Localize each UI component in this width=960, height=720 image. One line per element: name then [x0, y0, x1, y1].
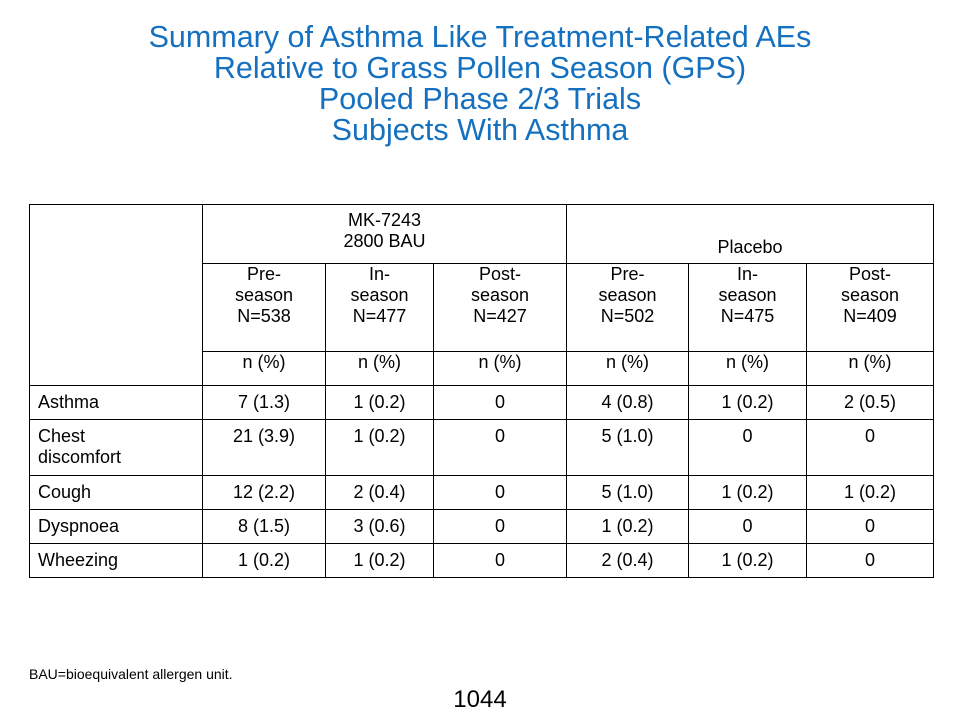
table-row-asthma: Asthma 7 (1.3) 1 (0.2) 0 4 (0.8) 1 (0.2)… — [29, 385, 935, 420]
value-cell: 8 (1.5) — [202, 509, 326, 544]
value-cell: 0 — [805, 419, 935, 476]
value-cell: 0 — [433, 543, 567, 578]
period-n: N=502 — [600, 306, 655, 326]
value-cell: 1 (0.2) — [325, 419, 434, 476]
value-cell: 4 (0.8) — [566, 385, 689, 420]
period-header-cell: Pre-season N=538 — [202, 263, 326, 352]
row-term: Asthma — [29, 385, 203, 420]
period-n: N=427 — [473, 306, 527, 326]
period-label: season — [840, 285, 900, 305]
value-cell: 1 (0.2) — [566, 509, 689, 544]
row-term: Dyspnoea — [29, 509, 203, 544]
stat-label-cell: n (%) — [433, 351, 567, 386]
value-cell: 2 (0.4) — [566, 543, 689, 578]
period-label: Post- — [849, 264, 892, 284]
period-header-row: Pre-season N=538 In-season N=477 Post-seas… — [30, 263, 935, 352]
period-n: N=538 — [237, 306, 291, 326]
value-cell: 1 (0.2) — [325, 385, 434, 420]
title-line: Pooled Phase 2/3 Trials — [318, 82, 642, 116]
stat-label-cell: n (%) — [566, 351, 689, 386]
value-cell: 21 (3.9) — [202, 419, 326, 476]
stat-label-cell: n (%) — [325, 351, 434, 386]
value-cell: 1 (0.2) — [202, 543, 326, 578]
period-label: In- — [368, 264, 390, 284]
value-cell: 1 (0.2) — [688, 475, 807, 510]
page-number: 1044 — [453, 686, 507, 713]
value-cell: 0 — [433, 509, 567, 544]
value-cell: 1 (0.2) — [805, 475, 935, 510]
period-n: N=409 — [843, 306, 897, 326]
period-label: In- — [736, 264, 758, 284]
period-header-cell: Post-season N=409 — [805, 263, 935, 352]
title-line: Relative to Grass Pollen Season (GPS) — [213, 51, 747, 85]
value-cell: 1 (0.2) — [688, 543, 807, 578]
stat-label-cell: n (%) — [202, 351, 326, 386]
value-cell: 5 (1.0) — [566, 475, 689, 510]
value-cell: 0 — [433, 475, 567, 510]
title-line: Subjects With Asthma — [331, 113, 629, 147]
value-cell: 0 — [805, 509, 935, 544]
value-cell: 2 (0.4) — [325, 475, 434, 510]
value-cell: 5 (1.0) — [566, 419, 689, 476]
row-term: Chest discomfort — [29, 419, 203, 476]
period-label: season — [598, 285, 657, 305]
value-cell: 1 (0.2) — [688, 385, 807, 420]
table-row-cough: Cough 12 (2.2) 2 (0.4) 0 5 (1.0) 1 (0.2)… — [29, 475, 935, 510]
period-label: season — [470, 285, 530, 305]
period-n: N=477 — [352, 306, 407, 326]
row-term: Cough — [29, 475, 203, 510]
table-row-chest-discomfort: Chest discomfort 21 (3.9) 1 (0.2) 0 5 (1… — [29, 419, 935, 476]
group-dose: 2800 BAU — [343, 231, 426, 251]
value-cell: 1 (0.2) — [325, 543, 434, 578]
row-term-line: Chest — [38, 426, 86, 446]
value-cell: 0 — [805, 543, 935, 578]
value-cell: 0 — [433, 419, 567, 476]
value-cell: 0 — [433, 385, 567, 420]
period-header-cell: Pre-season N=502 — [566, 263, 689, 352]
value-cell: 0 — [688, 509, 807, 544]
group-name: Placebo — [717, 237, 783, 257]
stub-header-cell — [29, 204, 203, 386]
table-row-dyspnoea: Dyspnoea 8 (1.5) 3 (0.6) 0 1 (0.2) 0 0 — [29, 509, 935, 544]
period-label: season — [718, 285, 777, 305]
group-name: MK-7243 — [347, 210, 422, 230]
period-n: N=475 — [720, 306, 775, 326]
period-header-cell: Post-season N=427 — [433, 263, 567, 352]
row-term-line: discomfort — [38, 447, 122, 467]
period-label: Pre- — [610, 264, 645, 284]
group-header-row: MK-7243 2800 BAU Placebo — [29, 204, 935, 386]
footnote: BAU=bioequivalent allergen unit. — [29, 666, 233, 682]
period-header-cell: In-season N=475 — [688, 263, 807, 352]
title-line: Summary of Asthma Like Treatment-Related… — [148, 20, 812, 54]
table-row-wheezing: Wheezing 1 (0.2) 1 (0.2) 0 2 (0.4) 1 (0.… — [29, 543, 935, 578]
value-cell: 2 (0.5) — [805, 385, 935, 420]
group-header-mk7243: MK-7243 2800 BAU — [202, 204, 567, 264]
period-label: season — [350, 285, 409, 305]
stat-label-cell: n (%) — [688, 351, 807, 386]
period-label: Pre- — [246, 264, 281, 284]
stat-label-cell: n (%) — [805, 351, 935, 386]
row-term: Wheezing — [29, 543, 203, 578]
stat-header-row: n (%) n (%) n (%) n (%) n (%) n (%) — [30, 351, 935, 386]
period-label: season — [234, 285, 294, 305]
slide-title: Summary of Asthma Like Treatment-Related… — [0, 22, 960, 146]
adverse-events-table: MK-7243 2800 BAU Placebo Pre-season N=538… — [29, 204, 935, 578]
value-cell: 0 — [688, 419, 807, 476]
period-header-cell: In-season N=477 — [325, 263, 434, 352]
group-header-placebo: Placebo — [565, 204, 935, 264]
value-cell: 7 (1.3) — [202, 385, 326, 420]
value-cell: 3 (0.6) — [325, 509, 434, 544]
period-label: Post- — [478, 264, 521, 284]
value-cell: 12 (2.2) — [202, 475, 326, 510]
